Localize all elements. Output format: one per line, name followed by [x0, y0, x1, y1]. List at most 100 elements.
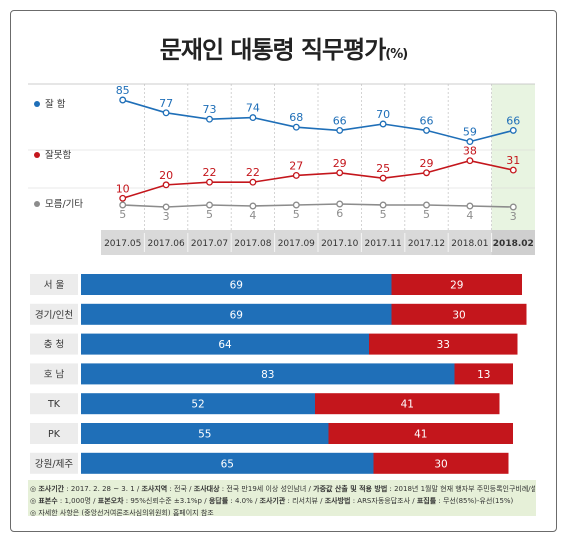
bar-segment — [391, 303, 527, 325]
bar-segment — [328, 423, 513, 444]
footer-value: : 무선(85%)-유선(15%) — [436, 497, 514, 505]
data-label: 77 — [159, 97, 173, 110]
data-point — [162, 203, 170, 211]
data-point — [249, 178, 257, 186]
data-label: 5 — [206, 208, 213, 221]
data-point — [336, 200, 344, 208]
data-point — [379, 120, 387, 128]
date-axis-highlight — [491, 230, 535, 255]
data-point — [119, 201, 127, 209]
data-label: 74 — [246, 102, 260, 115]
data-label: 6 — [336, 207, 343, 220]
x-tick-label: 2017.05 — [104, 239, 141, 249]
survey-info-line-2: ◎ 표본수 : 1,000명 / 표본오차 : 95%신뢰수준 ±3.1%p /… — [30, 496, 535, 506]
x-tick-label: 2017.08 — [234, 239, 271, 249]
footer-key: 조사지역 — [141, 485, 168, 493]
footer-value: : ARS자동응답조사 / — [350, 497, 417, 505]
data-point — [379, 174, 387, 182]
footer-value: : 1,000명 / — [57, 497, 98, 505]
data-point — [509, 203, 517, 211]
bar-value-label: 41 — [414, 429, 427, 441]
x-tick-label: 2017.12 — [408, 239, 445, 249]
region-label: PK — [48, 429, 61, 440]
footer-value: : 2017. 2. 28 ~ 3. 1 / — [64, 485, 142, 493]
data-label: 59 — [463, 126, 477, 139]
data-point — [509, 166, 517, 174]
region-label: 서 울 — [44, 280, 65, 291]
footer-key: 표집틀 — [416, 497, 437, 505]
footer-value: : 전국 만19세 이상 성인남녀 / — [219, 485, 314, 493]
data-point — [379, 201, 387, 209]
bar-value-label: 29 — [450, 280, 463, 292]
data-point — [292, 172, 300, 179]
bar-segment — [81, 303, 392, 325]
data-point — [466, 157, 474, 165]
chart-title: 문재인 대통령 직무평가(%) — [159, 36, 408, 64]
data-label: 4 — [249, 209, 256, 222]
footer-value: : 4.0% / — [228, 497, 260, 505]
legend-marker — [34, 201, 40, 207]
x-tick-label: 2017.09 — [278, 239, 315, 249]
series-line — [122, 159, 514, 200]
data-label: 29 — [420, 157, 434, 170]
data-point — [423, 126, 430, 134]
data-label: 5 — [423, 208, 430, 221]
bar-value-label: 52 — [191, 399, 204, 411]
data-point — [206, 178, 213, 186]
region-label-box — [30, 423, 78, 444]
data-point — [336, 169, 344, 177]
data-label: 66 — [420, 114, 434, 127]
data-point — [249, 202, 257, 210]
region-label: 강원/제주 — [35, 459, 73, 470]
data-point — [423, 201, 430, 209]
footer-key: 조사기간 — [38, 485, 65, 493]
bar-value-label: 13 — [477, 369, 490, 381]
bar-value-label: 30 — [452, 309, 465, 321]
legend-label: 잘못함 — [45, 149, 71, 161]
data-label: 10 — [116, 182, 130, 195]
data-label: 22 — [203, 166, 217, 179]
data-label: 5 — [293, 208, 300, 221]
footer-key: 조사기관 — [259, 497, 286, 505]
data-point — [423, 169, 430, 177]
data-label: 5 — [380, 208, 387, 221]
data-point — [249, 114, 257, 122]
x-tick-label: 2018.01 — [451, 239, 488, 249]
region-label-box — [30, 274, 78, 295]
data-label: 70 — [376, 108, 390, 121]
region-label-box — [30, 363, 78, 385]
footer-value: : 95%신뢰수준 ±3.1%p / — [123, 497, 209, 505]
data-label: 29 — [333, 157, 347, 170]
bar-segment — [369, 333, 518, 355]
footer-note: ◎ 자세한 사항은 (중앙선거여론조사심의위원회) 홈페이지 참조 — [30, 509, 214, 517]
footer-value: : 전국 / — [167, 485, 194, 493]
bar-value-label: 83 — [261, 369, 274, 381]
legend-label: 잘 함 — [45, 98, 66, 110]
bar-segment — [315, 393, 500, 415]
data-point — [509, 126, 517, 134]
data-point — [162, 181, 170, 189]
bar-segment — [81, 393, 315, 415]
footer-bullet: ◎ — [30, 485, 39, 493]
footer-key: 조사방법 — [324, 497, 351, 505]
data-label: 20 — [159, 169, 173, 182]
bar-value-label: 30 — [434, 458, 447, 470]
data-point — [466, 138, 474, 146]
bar-segment — [81, 333, 369, 355]
footer-key: 조사대상 — [193, 485, 220, 493]
bar-value-label: 65 — [221, 458, 234, 470]
legend-label: 모름/기타 — [45, 199, 83, 210]
bar-value-label: 69 — [230, 309, 243, 321]
x-tick-label: 2018.02 — [493, 239, 534, 249]
region-label-box — [30, 333, 78, 355]
x-tick-label: 2017.10 — [321, 239, 358, 249]
footer-key: 표본오차 — [97, 497, 124, 505]
data-point — [336, 126, 344, 134]
series-line — [122, 203, 514, 208]
data-point — [292, 201, 300, 209]
footer-background — [28, 480, 536, 516]
data-label: 5 — [119, 208, 126, 221]
footer-key: 응답률 — [208, 497, 229, 505]
data-label: 38 — [463, 145, 477, 158]
